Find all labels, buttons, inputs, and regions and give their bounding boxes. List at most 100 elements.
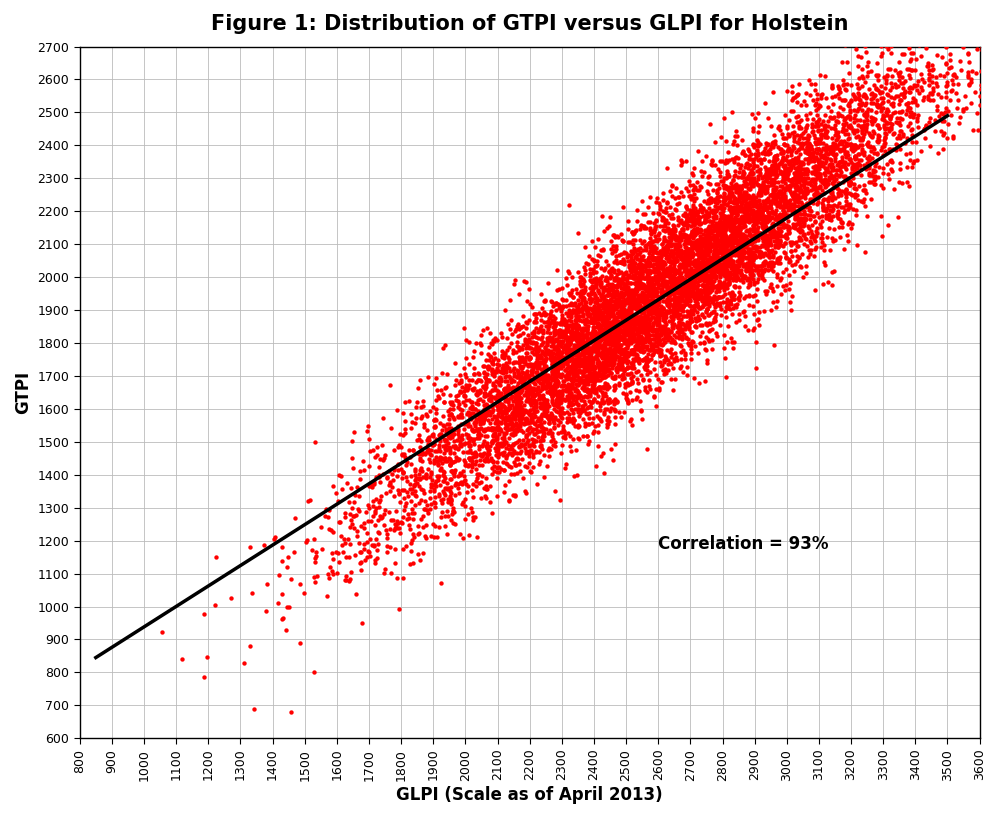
Point (582, 367, 598, 380)
Point (569, 391, 585, 404)
Point (470, 374, 486, 387)
Point (525, 402, 541, 416)
Point (661, 252, 677, 265)
Point (550, 400, 566, 413)
Point (646, 265, 662, 278)
Point (457, 512, 473, 525)
Point (711, 261, 727, 274)
Point (666, 334, 682, 347)
Point (838, 116, 854, 129)
Point (622, 248, 638, 261)
Point (458, 351, 474, 364)
Point (634, 312, 650, 325)
Point (565, 290, 581, 303)
Point (384, 468, 400, 481)
Point (611, 296, 627, 309)
Point (681, 272, 697, 285)
Point (904, 96, 920, 109)
Point (653, 321, 669, 334)
Point (740, 189, 756, 202)
Point (605, 371, 621, 384)
Point (491, 404, 507, 417)
Point (482, 326, 498, 339)
Point (482, 416, 498, 429)
Point (710, 190, 726, 203)
Point (651, 290, 667, 303)
Point (774, 167, 790, 180)
Point (611, 278, 627, 291)
Point (796, 181, 812, 194)
Point (440, 405, 456, 418)
Point (651, 232, 667, 245)
Point (657, 316, 673, 329)
Point (609, 394, 625, 407)
Point (776, 206, 792, 219)
Point (738, 206, 754, 219)
Point (575, 399, 591, 412)
Point (548, 398, 564, 411)
Point (681, 248, 697, 261)
Point (719, 191, 735, 204)
Point (246, 703, 262, 716)
Point (879, 116, 895, 129)
Point (571, 373, 587, 386)
Point (972, 5, 988, 18)
Point (427, 519, 443, 533)
Point (594, 339, 610, 353)
Point (634, 267, 650, 280)
Point (526, 330, 542, 343)
Point (453, 476, 469, 489)
Point (646, 263, 662, 276)
Point (398, 458, 414, 471)
Point (889, 138, 905, 151)
Point (504, 420, 520, 434)
Point (884, 155, 900, 169)
Point (597, 339, 613, 352)
Point (629, 272, 645, 285)
Point (681, 242, 697, 255)
Point (571, 303, 587, 316)
Point (686, 258, 702, 271)
Point (781, 130, 797, 143)
Point (474, 439, 490, 452)
Point (743, 163, 759, 176)
Point (444, 465, 460, 478)
Point (908, 20, 924, 34)
Point (583, 371, 599, 384)
Point (884, 81, 900, 94)
Point (602, 316, 618, 329)
Point (583, 366, 599, 380)
Point (631, 337, 647, 350)
Point (825, 182, 841, 195)
Point (382, 484, 398, 497)
Point (640, 300, 656, 313)
Point (500, 438, 516, 452)
Point (687, 181, 703, 194)
Point (484, 506, 500, 519)
Point (646, 223, 662, 236)
Point (588, 310, 604, 323)
Point (735, 258, 751, 271)
Point (891, 175, 907, 188)
Point (692, 230, 708, 243)
Point (356, 542, 372, 555)
Point (632, 299, 648, 312)
Point (769, 254, 785, 267)
Point (655, 258, 671, 271)
Point (591, 411, 607, 425)
Point (744, 165, 760, 178)
Point (558, 326, 574, 339)
Point (465, 407, 481, 420)
Point (722, 215, 738, 228)
Point (587, 383, 603, 396)
Point (580, 288, 596, 301)
Point (483, 405, 499, 418)
Point (565, 392, 581, 405)
Point (629, 335, 645, 348)
Point (937, 24, 953, 37)
Point (728, 258, 744, 271)
Point (648, 288, 664, 301)
Point (886, 32, 902, 45)
Point (492, 378, 508, 391)
Point (333, 529, 349, 542)
